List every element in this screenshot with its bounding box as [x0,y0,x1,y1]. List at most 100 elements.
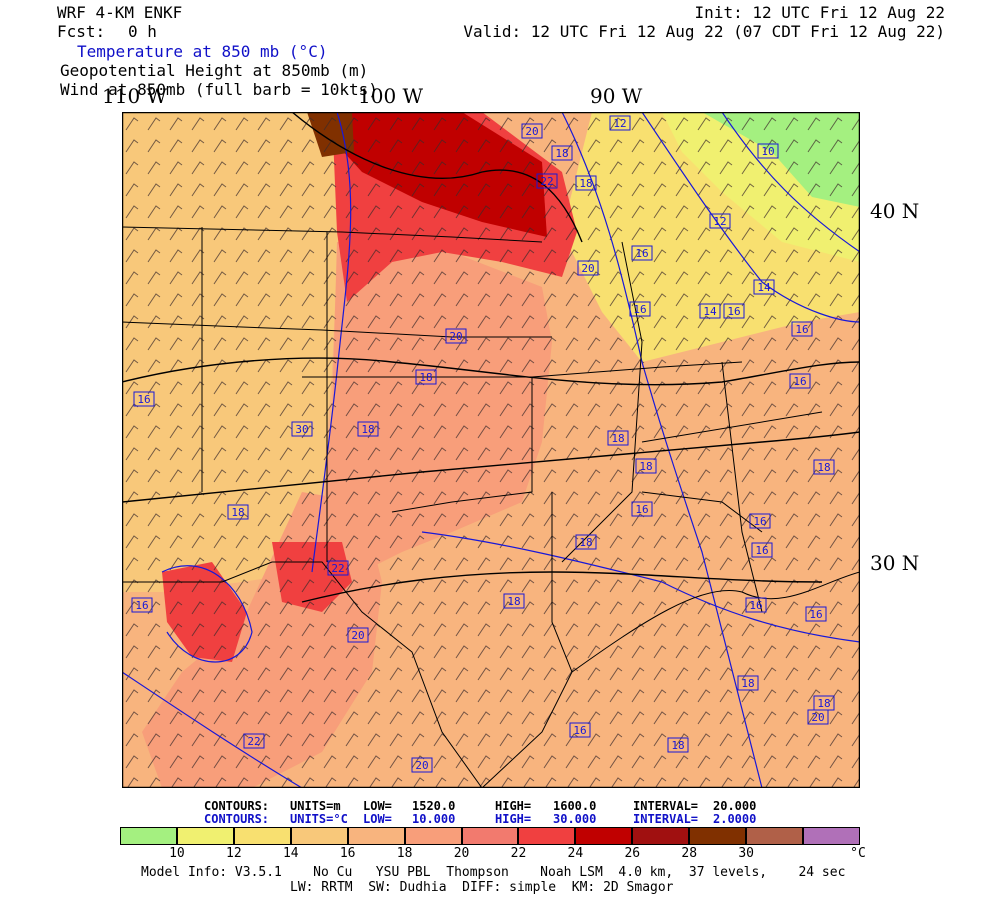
svg-text:18: 18 [671,739,684,752]
contour-label: 18 [813,459,835,475]
contour-label: 22 [536,173,558,189]
colorbar-cell-4 [347,827,405,845]
contour-label: 10 [757,143,779,159]
height-contours-high: 1600.0 [553,799,597,813]
contour-label: 18 [635,458,657,474]
height-contours-high-label: HIGH= [495,799,532,813]
colorbar-cell-7 [518,827,576,845]
svg-text:22: 22 [247,735,260,748]
svg-text:20: 20 [415,759,428,772]
svg-text:16: 16 [633,303,646,316]
political-borders [122,226,860,788]
wind-barbs [122,112,860,788]
contour-label: 22 [327,560,349,576]
temp-contours-interval-label: INTERVAL= [633,812,699,826]
svg-text:20: 20 [581,262,594,275]
contour-label: 14 [753,279,775,295]
model-info-line: Model Info: V3.5.1 No Cu YSU PBL Thompso… [141,865,846,880]
lat-label-40n: 40 N [870,199,920,223]
contour-label: 20 [411,757,433,773]
svg-text:16: 16 [793,375,806,388]
contour-label: 18 [575,175,597,191]
height-contours-interval: 20.000 [713,799,757,813]
contour-label: 18 [737,675,759,691]
height-contours-low: 1520.0 [412,799,456,813]
contour-label: 16 [631,501,653,517]
svg-text:18: 18 [817,697,830,710]
model-title: WRF 4-KM ENKF [57,3,183,22]
colorbar-cell-11 [746,827,804,845]
svg-text:16: 16 [135,599,148,612]
svg-text:20: 20 [351,629,364,642]
model-physics-line: LW: RRTM SW: Dudhia DIFF: simple KM: 2D … [290,880,674,895]
contour-label: 20 [577,260,599,276]
svg-text:18: 18 [579,177,592,190]
svg-text:12: 12 [713,215,726,228]
svg-text:10: 10 [761,145,774,158]
svg-text:16: 16 [809,608,822,621]
height-contours-label: CONTOURS: [204,799,270,813]
colorbar-label-10: 10 [169,846,185,861]
svg-text:18: 18 [611,432,624,445]
temp-contours-label: CONTOURS: [204,812,270,826]
svg-text:18: 18 [419,371,432,384]
svg-text:18: 18 [639,460,652,473]
svg-text:20: 20 [811,711,824,724]
contour-label: 30 [291,421,313,437]
colorbar-cell-12 [803,827,860,845]
colorbar-label-20: 20 [453,846,470,861]
svg-text:18: 18 [507,595,520,608]
temp-contours-high: 30.000 [553,812,597,826]
contour-label: 20 [445,328,467,344]
colorbar-cell-1 [176,827,234,845]
colorbar-cell-0 [120,827,177,845]
svg-text:16: 16 [137,393,150,406]
svg-text:16: 16 [635,247,648,260]
svg-text:30: 30 [295,423,308,436]
contour-label: 16 [751,542,773,558]
colorbar-unit: °C [850,846,866,861]
temp-contours-interval: 2.0000 [713,812,757,826]
temp-contours-units: UNITS=°C [290,812,348,826]
colorbar-label-16: 16 [339,846,356,861]
contour-label: 16 [631,245,653,261]
colorbar-cell-6 [461,827,519,845]
temp-contours-high-label: HIGH= [495,812,532,826]
colorbar-label-22: 22 [510,846,527,861]
contour-label: 18 [227,504,249,520]
contour-label: 16 [749,513,771,529]
colorbar-label-12: 12 [226,846,242,861]
field-height-title: Geopotential Height at 850mb (m) [60,61,369,80]
colorbar-cell-2 [233,827,291,845]
svg-text:18: 18 [579,536,592,549]
colorbar-label-24: 24 [567,846,584,861]
svg-text:16: 16 [749,599,762,612]
map-frame [122,112,860,788]
contour-label: 16 [131,597,153,613]
colorbar-label-18: 18 [396,846,413,861]
contour-label: 12 [609,115,631,131]
contour-label: 20 [521,123,543,139]
forecast-label: Fcst: [57,22,106,41]
svg-text:14: 14 [703,305,717,318]
colorbar-cell-9 [632,827,690,845]
contour-label: 20 [807,709,829,725]
valid-time: Valid: 12 UTC Fri 12 Aug 22 (07 CDT Fri … [463,22,945,41]
contour-label: 18 [357,421,379,437]
forecast-hours: 0 h [128,22,157,41]
temperature-contours [122,112,860,788]
svg-text:12: 12 [613,117,626,130]
contour-label: 16 [805,606,827,622]
contour-label: 22 [243,733,265,749]
contour-label: 18 [667,737,689,753]
svg-text:18: 18 [231,506,244,519]
lat-label-30n: 30 N [870,551,920,575]
contour-label: 16 [745,597,767,613]
colorbar-cell-5 [404,827,462,845]
contour-label: 18 [551,145,573,161]
contour-label: 18 [607,430,629,446]
colorbar-label-28: 28 [681,846,698,861]
contour-label: 16 [569,722,591,738]
